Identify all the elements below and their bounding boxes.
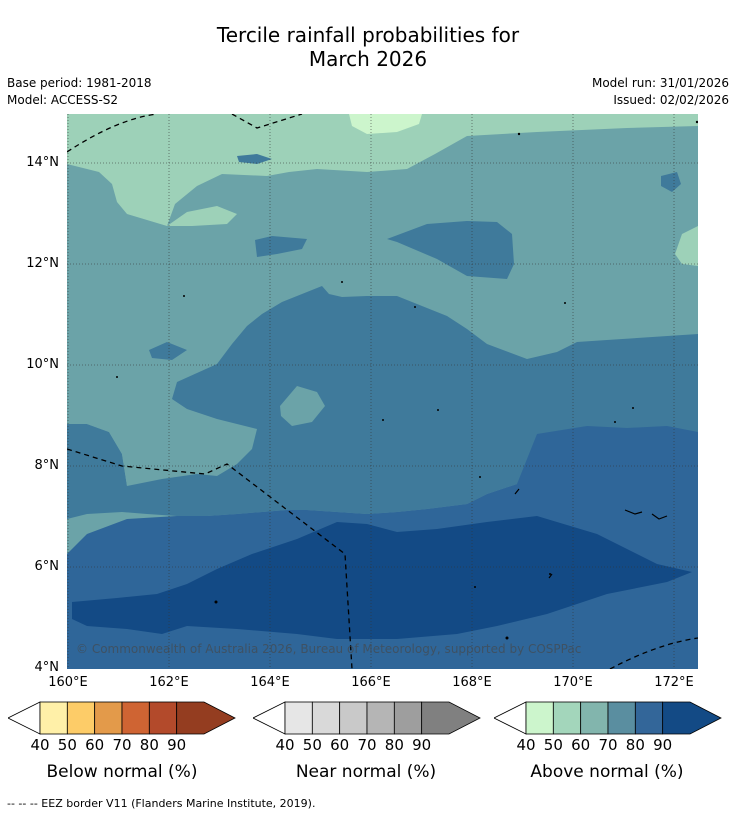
lon-tick-label: 162°E — [149, 675, 189, 690]
colorbar-segment — [393, 701, 423, 735]
colorbar-tick-label: 40 — [516, 736, 536, 754]
colorbar-tick-label: 70 — [598, 736, 618, 754]
colorbar-segment — [580, 701, 609, 735]
colorbar-title: Below normal (%) — [46, 762, 198, 782]
colorbar-segment — [176, 701, 236, 735]
colorbar-tick-label: 60 — [85, 736, 105, 754]
eez-border — [67, 114, 698, 669]
colorbar-tick-label: 90 — [167, 736, 187, 754]
colorbar-tick-label: 80 — [139, 736, 159, 754]
colorbar-segment — [121, 701, 150, 735]
region-60-north-b — [167, 206, 237, 226]
lon-tick-label: 164°E — [250, 675, 290, 690]
island-marks — [116, 120, 698, 640]
colorbar-under-arrow — [253, 701, 286, 735]
colorbar-tick-label: 40 — [275, 736, 295, 754]
colorbar-segment — [421, 701, 481, 735]
colorbar-tick-label: 70 — [112, 736, 132, 754]
lon-tick-label: 166°E — [351, 675, 391, 690]
colorbar-tick-label: 60 — [571, 736, 591, 754]
lat-tick-label: 14°N — [26, 155, 59, 170]
model-run: Model run: 31/01/2026 — [591, 76, 729, 90]
lat-tick-label: 10°N — [26, 357, 59, 372]
region-50-north — [349, 114, 422, 134]
lon-tick-label: 168°E — [452, 675, 492, 690]
copyright-notice: © Commonwealth of Australia 2026, Bureau… — [76, 642, 582, 656]
map-title-line1: Tercile rainfall probabilities for — [216, 23, 520, 47]
colorbar-tick-label: 90 — [412, 736, 432, 754]
colorbar-tick-label: 50 — [543, 736, 563, 754]
colorbar — [253, 701, 481, 735]
region-60-east — [675, 226, 698, 266]
colorbar-segment — [284, 701, 313, 735]
region-70-hole — [280, 386, 325, 426]
colorbar-segment — [339, 701, 368, 735]
lon-tick-label: 160°E — [48, 675, 88, 690]
colorbar — [8, 701, 236, 735]
colorbar-segment — [148, 701, 178, 735]
map-title-line2: March 2026 — [308, 47, 428, 71]
region-80-patch-d — [661, 172, 681, 192]
base-period: Base period: 1981-2018 — [7, 76, 152, 90]
lat-tick-label: 8°N — [34, 458, 60, 473]
issued-date: Issued: 02/02/2026 — [613, 93, 729, 107]
region-80-patch-a — [387, 221, 514, 279]
colorbar-segment — [66, 701, 96, 735]
colorbar-tick-label: 60 — [330, 736, 350, 754]
colorbar — [494, 701, 722, 735]
colorbar-segment — [39, 701, 68, 735]
lat-tick-label: 6°N — [34, 559, 60, 574]
colorbar-tick-label: 80 — [625, 736, 645, 754]
region-80-patch-c — [149, 342, 187, 360]
colorbar-segment — [662, 701, 722, 735]
model-name: Model: ACCESS-S2 — [7, 93, 119, 107]
probability-map — [67, 114, 698, 669]
colorbar-tick-label: 90 — [653, 736, 673, 754]
region-80-patch-b — [255, 236, 307, 257]
colorbar-segment — [366, 701, 395, 735]
lat-tick-label: 12°N — [26, 256, 59, 271]
colorbar-tick-label: 50 — [302, 736, 322, 754]
colorbar-title: Near normal (%) — [295, 762, 437, 782]
colorbar-title: Above normal (%) — [530, 762, 684, 782]
colorbar-tick-label: 70 — [357, 736, 377, 754]
colorbar-segment — [634, 701, 664, 735]
lat-tick-label: 4°N — [34, 660, 60, 675]
colorbar-segment — [607, 701, 636, 735]
lon-tick-label: 170°E — [553, 675, 593, 690]
colorbar-segment — [525, 701, 554, 735]
colorbar-under-arrow — [494, 701, 527, 735]
region-90-plus — [72, 516, 692, 639]
colorbar-segment — [94, 701, 123, 735]
region-80-patch-e — [237, 154, 272, 164]
atoll-marks — [514, 488, 668, 579]
colorbar-tick-label: 80 — [384, 736, 404, 754]
gridlines — [67, 114, 698, 669]
colorbar-segment — [552, 701, 582, 735]
lon-tick-label: 172°E — [654, 675, 694, 690]
colorbar-tick-label: 40 — [30, 736, 50, 754]
colorbar-segment — [311, 701, 341, 735]
eez-legend-note: -- -- -- EEZ border V11 (Flanders Marine… — [7, 797, 316, 810]
region-60-north — [67, 114, 698, 226]
colorbar-under-arrow — [8, 701, 41, 735]
colorbar-tick-label: 50 — [57, 736, 77, 754]
